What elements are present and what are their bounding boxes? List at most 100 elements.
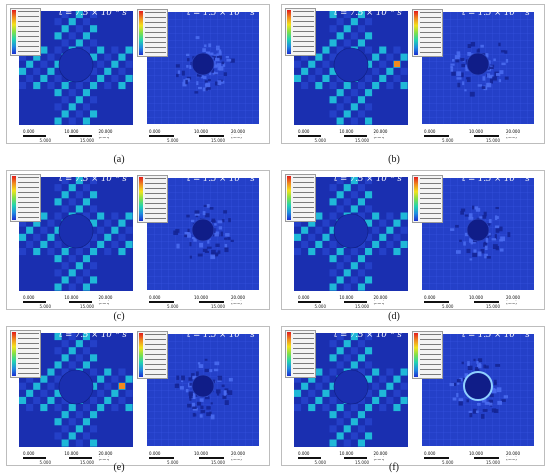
mesh-cell — [357, 340, 365, 348]
legend-color-bar — [287, 332, 291, 376]
mesh-cell — [54, 103, 62, 111]
mesh-cell — [26, 60, 34, 68]
scale-sub-label: 5.000 — [314, 460, 326, 465]
mesh-cell — [118, 396, 126, 404]
fragment — [485, 365, 489, 369]
mesh-cell — [118, 233, 126, 241]
fragment — [504, 50, 508, 54]
fragment — [192, 407, 198, 411]
grid-line — [527, 12, 528, 124]
fragment — [475, 410, 479, 414]
fragment — [482, 76, 486, 81]
fragment — [456, 77, 462, 80]
legend-tick — [18, 368, 39, 369]
mesh-cell — [322, 389, 330, 397]
mesh-cell — [40, 226, 48, 234]
legend-tick — [145, 42, 166, 43]
mesh-cell — [379, 404, 387, 412]
scale-bar-line — [23, 457, 115, 459]
mesh-cell — [61, 262, 69, 270]
mesh-cell — [75, 205, 83, 213]
time-label-left: t = 7.5 × 10⁻⁶ s — [334, 330, 402, 340]
scale-bar-line — [298, 135, 390, 137]
mesh-cell — [82, 18, 90, 26]
mesh-cell — [315, 212, 323, 220]
crater — [191, 218, 215, 242]
mesh-cell — [343, 283, 351, 291]
legend-tick — [18, 16, 39, 17]
fragment — [185, 79, 188, 85]
mesh-cell — [365, 219, 373, 227]
scale-sub-label: 15.000 — [80, 138, 95, 143]
mesh-cell — [322, 404, 330, 412]
fragment — [219, 49, 222, 53]
fragment — [466, 399, 469, 403]
legend-tick — [145, 47, 166, 48]
mesh-cell — [118, 67, 126, 75]
fragment — [211, 252, 215, 257]
legend-tick — [145, 12, 166, 13]
mesh-cell — [111, 375, 119, 383]
legend-tick — [420, 369, 441, 370]
fragment — [202, 76, 207, 80]
legend-tick — [145, 203, 166, 204]
color-legend — [137, 9, 168, 57]
fragment — [225, 55, 229, 59]
legend-color-bar — [139, 177, 143, 221]
legend-tick — [293, 177, 314, 178]
fragment — [204, 396, 210, 400]
mesh-cell — [61, 205, 69, 213]
fragment — [469, 258, 473, 261]
fragment — [464, 214, 469, 217]
fragment — [463, 241, 466, 246]
fragment — [477, 48, 480, 53]
mesh-cell — [90, 439, 98, 447]
mesh-cell — [61, 39, 69, 47]
mesh-cell — [343, 354, 351, 362]
fragment — [501, 62, 506, 66]
scale-tick-label: 0.000 — [424, 295, 436, 300]
mesh-cell — [357, 184, 365, 192]
legend-tick — [18, 192, 39, 193]
fragment — [223, 210, 228, 214]
fragment — [456, 51, 461, 54]
legend-tick — [293, 343, 314, 344]
time-label-right: t = 1.5 × 10⁻⁴ s — [462, 8, 530, 18]
scale-sub-label: 5.000 — [314, 138, 326, 143]
fragment — [186, 232, 191, 235]
mesh-cell — [61, 439, 69, 447]
mesh-cell — [379, 389, 387, 397]
grid-line — [457, 12, 458, 124]
grid-line — [436, 12, 437, 124]
mesh-cell — [90, 262, 98, 270]
mesh-cell — [19, 396, 27, 404]
grid-line — [182, 334, 183, 446]
legend-value-lines — [420, 334, 441, 379]
subfigure-panel-e: t = 7.5 × 10⁻⁶ s t = 1.5 × 10⁻⁴ s 0.000 10.… — [6, 326, 270, 466]
mesh-cell — [47, 396, 55, 404]
fragment — [202, 87, 206, 92]
mesh-cell — [336, 46, 344, 54]
fragment — [210, 414, 215, 420]
mesh-cell — [308, 74, 316, 82]
mesh-cell — [336, 103, 344, 111]
mesh-cell — [308, 389, 316, 397]
mesh-cell — [350, 177, 358, 185]
fragment — [195, 215, 199, 218]
fragment — [214, 81, 220, 86]
grid-line — [429, 178, 430, 290]
scale-tick-label: 0.000 — [298, 451, 310, 456]
scale-bar-segment — [174, 457, 199, 459]
mesh-cell — [90, 11, 98, 19]
fragment — [472, 205, 475, 210]
legend-tick — [420, 354, 441, 355]
grid-line — [147, 276, 259, 277]
mesh-cell — [125, 226, 133, 234]
mesh-cell — [350, 32, 358, 40]
scale-sub-label: 15.000 — [486, 138, 500, 143]
mesh-cell — [68, 333, 76, 341]
legend-tick — [420, 12, 441, 13]
scale-tick-label: 0.000 — [424, 129, 436, 134]
legend-value-lines — [18, 177, 39, 222]
mesh-cell — [350, 333, 358, 341]
